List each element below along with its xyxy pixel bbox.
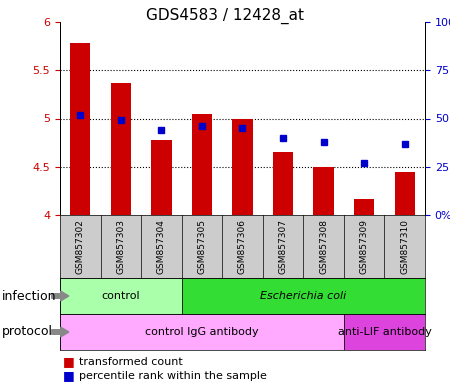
Text: ■: ■ <box>63 356 75 369</box>
Text: GSM857303: GSM857303 <box>117 219 126 274</box>
Text: GSM857307: GSM857307 <box>279 219 288 274</box>
Text: control: control <box>102 291 140 301</box>
Bar <box>273 152 293 215</box>
Text: control IgG antibody: control IgG antibody <box>145 327 259 337</box>
Text: ■: ■ <box>63 369 75 382</box>
Bar <box>111 83 131 215</box>
Text: Escherichia coli: Escherichia coli <box>260 291 346 301</box>
Bar <box>151 140 171 215</box>
Text: GSM857304: GSM857304 <box>157 219 166 274</box>
Text: GSM857308: GSM857308 <box>319 219 328 274</box>
Text: percentile rank within the sample: percentile rank within the sample <box>79 371 266 381</box>
Text: transformed count: transformed count <box>79 357 183 367</box>
Bar <box>354 199 374 215</box>
Text: infection: infection <box>2 290 57 303</box>
Text: GDS4583 / 12428_at: GDS4583 / 12428_at <box>146 8 304 24</box>
Text: GSM857305: GSM857305 <box>198 219 207 274</box>
Bar <box>60 278 182 314</box>
Bar <box>344 314 425 350</box>
Text: GSM857310: GSM857310 <box>400 219 409 274</box>
Bar <box>182 278 425 314</box>
Bar <box>60 314 344 350</box>
Bar <box>70 43 90 215</box>
Text: anti-LIF antibody: anti-LIF antibody <box>338 327 432 337</box>
Text: GSM857309: GSM857309 <box>360 219 369 274</box>
Text: protocol: protocol <box>2 326 53 339</box>
Bar <box>395 172 415 215</box>
Text: GSM857306: GSM857306 <box>238 219 247 274</box>
Bar <box>232 119 252 215</box>
Text: GSM857302: GSM857302 <box>76 219 85 274</box>
Bar <box>314 167 334 215</box>
Bar <box>192 114 212 215</box>
